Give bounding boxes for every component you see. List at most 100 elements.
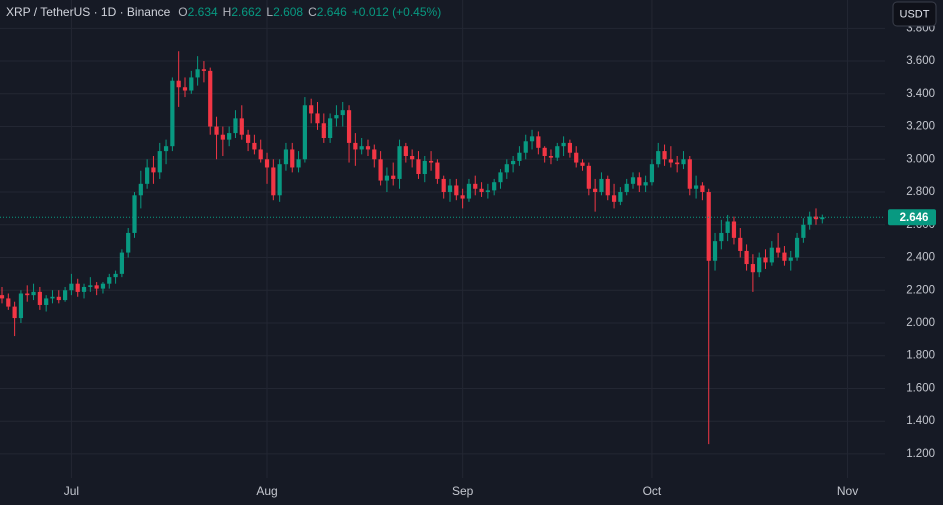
candle-body: [466, 183, 472, 199]
candle-body: [18, 293, 24, 319]
candle-body: [290, 149, 295, 168]
candle-body: [675, 162, 680, 165]
candle-body: [807, 216, 812, 225]
candle-body: [782, 252, 787, 261]
candle-body: [271, 167, 276, 196]
legend-symbol: XRP / TetherUS · 1D · Binance: [6, 5, 171, 19]
candle-body: [757, 257, 762, 273]
candle-body: [63, 290, 68, 301]
candle-body: [492, 182, 497, 191]
candle-body: [201, 69, 207, 71]
candle-body: [56, 296, 61, 301]
candle-body: [630, 177, 636, 184]
candle-body: [548, 156, 554, 158]
y-tick-label: 2.000: [906, 317, 935, 329]
candle-body: [277, 164, 282, 196]
candle-body: [776, 247, 781, 253]
candle-body: [416, 159, 421, 175]
candle-body: [794, 237, 800, 258]
y-tick-label: 1.600: [906, 382, 935, 394]
candle-body: [138, 183, 143, 196]
candle-body: [75, 283, 80, 292]
candle-body: [611, 195, 617, 202]
y-tick-label: 3.600: [906, 55, 935, 67]
candle-body: [195, 69, 200, 78]
candle-body: [447, 185, 453, 193]
candle-body: [252, 142, 257, 150]
candle-body: [189, 77, 194, 91]
candle-body: [801, 224, 806, 238]
candle-body: [599, 178, 604, 193]
candle-body: [296, 159, 301, 168]
candle-body: [391, 175, 396, 179]
candle-body: [788, 257, 793, 261]
candle-body: [372, 149, 377, 160]
candle-body: [346, 110, 352, 143]
candle-body: [719, 232, 724, 242]
candle-body: [182, 87, 188, 91]
candle-body: [574, 152, 579, 163]
candle-body: [163, 146, 169, 152]
candle-body: [712, 241, 718, 261]
candle-body: [687, 159, 692, 189]
y-tick-label: 1.400: [906, 415, 935, 427]
candle-body: [422, 160, 427, 175]
legend-value: 2.646: [317, 5, 347, 19]
candle-body: [81, 286, 87, 292]
candle-body: [460, 195, 465, 199]
legend-key: H: [223, 5, 232, 19]
candle-body: [435, 162, 440, 179]
candle-body: [656, 151, 661, 165]
candle-body: [593, 188, 598, 193]
candle-body: [113, 273, 118, 278]
y-tick-label: 1.200: [906, 448, 935, 460]
candle-body: [441, 178, 446, 193]
currency-button[interactable]: [892, 1, 937, 27]
legend: XRP / TetherUS · 1D · Binance O2.634 H2.66…: [6, 5, 441, 19]
currency-label: USDT: [900, 8, 930, 20]
x-tick-label: Oct: [643, 484, 662, 498]
candle-body: [769, 247, 774, 263]
candle-body: [542, 147, 547, 157]
legend-key: O: [178, 5, 187, 19]
candle-body: [536, 136, 541, 148]
candle-body: [25, 293, 30, 296]
grid: [0, 0, 885, 478]
y-tick-label: 2.800: [906, 186, 935, 198]
candle-body: [245, 134, 251, 143]
candle-body: [403, 146, 408, 157]
candle-body: [820, 217, 825, 220]
candle-body: [69, 283, 74, 291]
x-tick-label: Nov: [837, 484, 858, 498]
candle-body: [605, 178, 610, 196]
x-tick-label: Sep: [452, 484, 474, 498]
candle-body: [233, 118, 238, 134]
candle-body: [694, 185, 699, 189]
candle-body: [511, 160, 516, 165]
candle-body: [454, 185, 459, 196]
candle-body: [334, 115, 339, 119]
candle-body: [170, 80, 175, 147]
candle-body: [365, 146, 371, 150]
candle-body: [157, 151, 162, 173]
x-tick-label: Aug: [256, 484, 277, 498]
candle-body: [649, 164, 655, 183]
candle-body: [744, 250, 749, 265]
candle-body: [586, 165, 591, 189]
x-tick-label: Jul: [64, 484, 79, 498]
y-tick-label: 2.200: [906, 284, 935, 296]
candle-body: [321, 123, 326, 138]
candle-body: [397, 146, 402, 179]
candle-body: [31, 291, 36, 296]
candle-body: [44, 298, 49, 305]
legend-value: 2.608: [273, 5, 303, 19]
candle-body: [731, 221, 737, 238]
candle-body: [283, 149, 289, 165]
candle-body: [353, 142, 358, 150]
y-tick-label: 3.000: [906, 153, 935, 165]
candle-body: [637, 177, 642, 186]
y-tick-label: 3.400: [906, 88, 935, 100]
candle-body: [813, 216, 819, 220]
candle-body: [561, 142, 566, 147]
candle-body: [473, 183, 478, 189]
